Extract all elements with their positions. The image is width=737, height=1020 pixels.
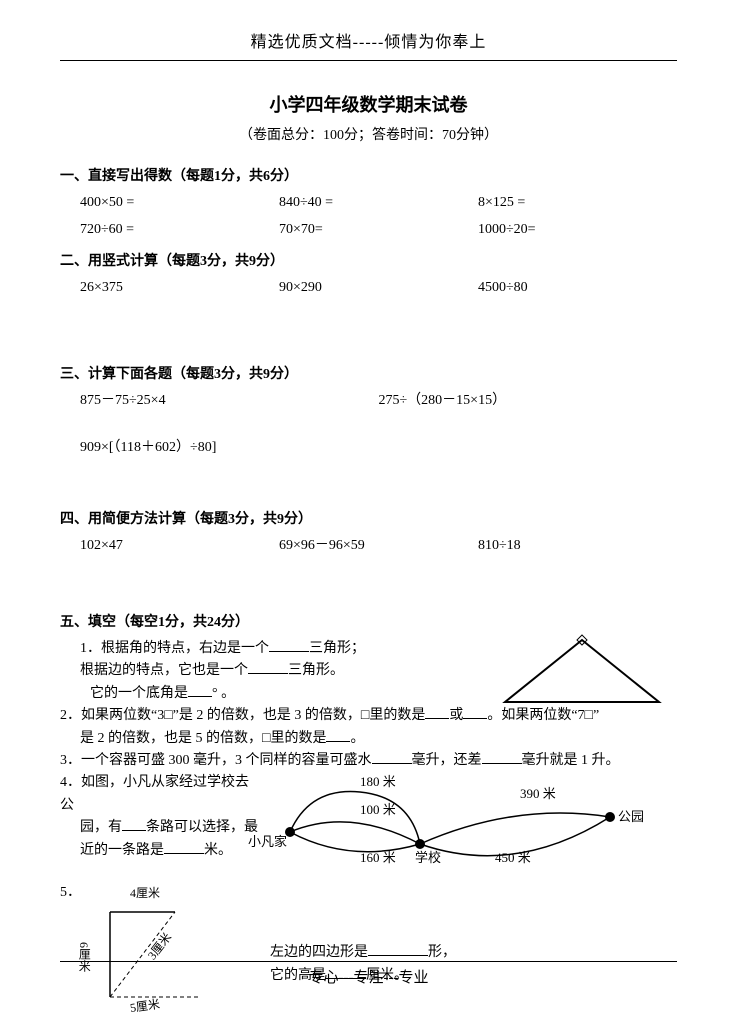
q4-b: 园，有: [80, 820, 122, 835]
s3-r1-c2: 275÷（280－15×15）: [379, 390, 678, 412]
q5-a2: 形，: [428, 945, 456, 960]
label-home: 小凡家: [248, 832, 287, 853]
q1-c2: 。: [221, 686, 235, 701]
q1-wrap: 1．根据角的特点，右边是一个 三角形； 根据边的特点，它也是一个 三角形。 它的一个…: [60, 638, 677, 705]
q3-a: 3．一个容器可盛 300 毫升，3 个同样的容量可盛水: [60, 753, 372, 768]
q3-line: 3．一个容器可盛 300 毫升，3 个同样的容量可盛水 毫升，还差 毫升就是 1 升…: [60, 750, 677, 772]
s1-row2: 720÷60 = 70×70= 1000÷20=: [80, 219, 677, 241]
q1-a: 1．根据角的特点，右边是一个: [80, 641, 269, 656]
s1-r2-c2: 70×70=: [279, 219, 478, 241]
q1-c: 它的一个底角是: [90, 686, 188, 701]
s2-r1-c3: 4500÷80: [478, 277, 677, 299]
footer-text: 专心---专注---专业: [309, 970, 429, 986]
label-park: 公园: [618, 807, 644, 828]
s1-r1-c3: 8×125 =: [478, 192, 677, 214]
q5-diagram: 5． 4厘米 6厘米 3厘米 5厘米: [60, 882, 260, 1012]
label-450: 450 米: [495, 848, 531, 869]
q5-wrap: 5． 4厘米 6厘米 3厘米 5厘米 左边的四边形是形， 它的高是厘米。: [60, 882, 677, 1012]
s1-row1: 400×50 = 840÷40 = 8×125 =: [80, 192, 677, 214]
label-top: 4厘米: [130, 884, 160, 903]
q2-a: 2．如果两位数“3□”是 2 的倍数，也是 3 的倍数，□里的数是: [60, 708, 425, 723]
label-160: 160 米: [360, 848, 396, 869]
s2-row1: 26×375 90×290 4500÷80: [80, 277, 677, 299]
label-school: 学校: [415, 848, 441, 869]
page-top-header: 精选优质文档-----倾情为你奉上: [60, 30, 677, 56]
section-4-head: 四、用简便方法计算（每题3分，共9分）: [60, 509, 677, 531]
label-180: 180 米: [360, 772, 396, 793]
q2-line2: 是 2 的倍数，也是 5 的倍数，□里的数是 。: [80, 728, 677, 750]
s3-row1: 875－75÷25×4 275÷（280－15×15）: [80, 390, 677, 412]
q4-c2: 米。: [204, 843, 232, 858]
section-1-head: 一、直接写出得数（每题1分，共6分）: [60, 166, 677, 188]
section-2-head: 二、用竖式计算（每题3分，共9分）: [60, 251, 677, 273]
q4-line2: 园，有 条路可以选择，最: [80, 817, 260, 839]
label-bottom: 5厘米: [129, 995, 161, 1018]
section-3-head: 三、计算下面各题（每题3分，共9分）: [60, 364, 677, 386]
q4-wrap: 4．如图，小凡从家经过学校去公 园，有 条路可以选择，最 近的一条路是 米。 180…: [60, 772, 677, 882]
q1-b: 根据边的特点，它也是一个: [80, 663, 248, 678]
q4-diagram: 180 米 100 米 160 米 390 米 450 米 小凡家 学校 公园: [260, 772, 677, 882]
triangle-diagram: [497, 632, 667, 712]
s2-r1-c1: 26×375: [80, 277, 279, 299]
s3-row2: 909×[（118＋602）÷80]: [80, 437, 677, 459]
s4-row1: 102×47 69×96－96×59 810÷18: [80, 535, 677, 557]
q4-c: 近的一条路是: [80, 843, 164, 858]
q2-b: 是 2 的倍数，也是 5 的倍数，□里的数是: [80, 731, 326, 746]
q4-b2: 条路可以选择，最: [146, 820, 258, 835]
q5-num: 5．: [60, 882, 81, 904]
q5-text: 左边的四边形是形， 它的高是厘米。: [260, 882, 677, 1012]
q1-a2: 三角形；: [309, 641, 365, 656]
s3-r1-c1: 875－75÷25×4: [80, 390, 379, 412]
s1-r2-c3: 1000÷20=: [478, 219, 677, 241]
s4-r1-c3: 810÷18: [478, 535, 677, 557]
s4-r1-c1: 102×47: [80, 535, 279, 557]
q1-b2: 三角形。: [288, 663, 344, 678]
page-title: 小学四年级数学期末试卷: [60, 91, 677, 120]
label-100: 100 米: [360, 800, 396, 821]
s1-r1-c2: 840÷40 =: [279, 192, 478, 214]
section-5-head: 五、填空（每空1分，共24分）: [60, 612, 677, 634]
q4-text: 4．如图，小凡从家经过学校去公 园，有 条路可以选择，最 近的一条路是 米。: [60, 772, 260, 882]
s1-r1-c1: 400×50 =: [80, 192, 279, 214]
q4-a: 4．如图，小凡从家经过学校去公: [60, 772, 260, 817]
top-rule: [60, 60, 677, 61]
s1-r2-c1: 720÷60 =: [80, 219, 279, 241]
q5-a: 左边的四边形是: [270, 945, 368, 960]
page-subtitle: （卷面总分：100分；答卷时间：70分钟）: [60, 125, 677, 147]
q2-a2: 或: [449, 708, 463, 723]
page-footer: 专心---专注---专业: [0, 961, 737, 990]
footer-rule: [60, 961, 677, 962]
q2-b2: 。: [350, 731, 364, 746]
q3-a2: 毫升，还差: [412, 753, 482, 768]
s2-r1-c2: 90×290: [279, 277, 478, 299]
route-diagram-svg: [260, 772, 660, 882]
q3-a3: 毫升就是 1 升。: [522, 753, 620, 768]
q4-line3: 近的一条路是 米。: [80, 840, 260, 862]
label-390: 390 米: [520, 784, 556, 805]
s4-r1-c2: 69×96－96×59: [279, 535, 478, 557]
